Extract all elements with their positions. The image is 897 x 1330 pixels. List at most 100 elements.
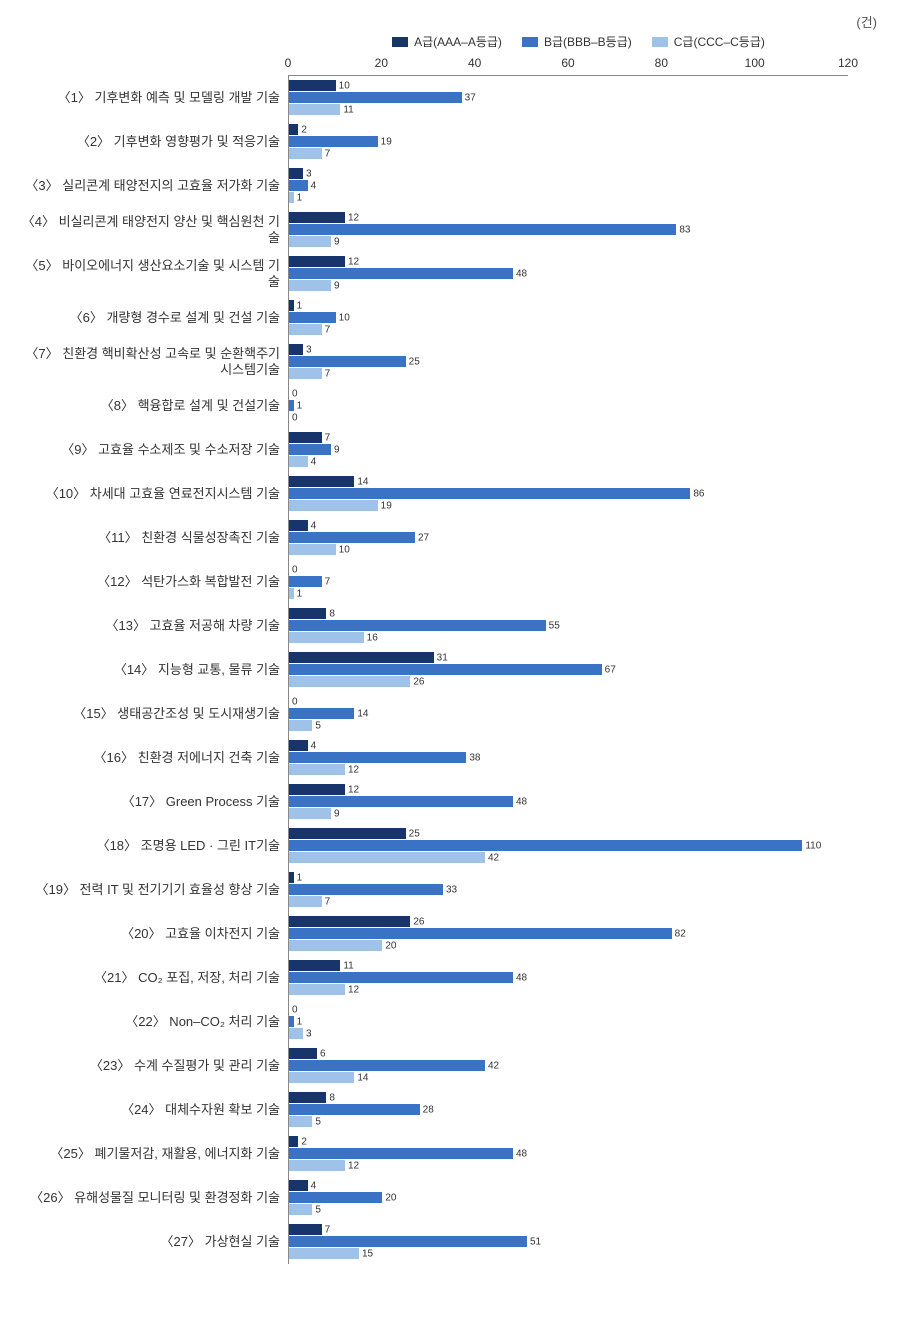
bar-group: 114812: [289, 956, 848, 1000]
bar-value: 11: [340, 104, 353, 115]
bar-line: 48: [289, 1148, 848, 1159]
legend: A급(AAA–A등급) B급(BBB–B등급) C급(CCC–C등급): [20, 33, 877, 50]
bar-value: 4: [308, 520, 317, 531]
bar-group: 12 839: [289, 208, 848, 252]
bar: [289, 500, 378, 511]
bar-line: 12: [289, 256, 848, 267]
bar-value: 67: [602, 664, 616, 675]
category-label: 〈2〉 기후변화 영향평가 및 적응기술: [20, 120, 288, 164]
bar: [289, 896, 322, 907]
bar: [289, 488, 690, 499]
bar-value: 83: [676, 224, 690, 235]
bar-line: 12: [289, 212, 848, 223]
bar-value: 7: [322, 432, 331, 443]
bar-line: 28: [289, 1104, 848, 1115]
bar-group: 2 48 12: [289, 1132, 848, 1176]
bar: [289, 1192, 382, 1203]
bar-line: 110: [289, 840, 848, 851]
bar-value: 48: [513, 796, 527, 807]
category-label: 〈10〉 차세대 고효율 연료전지시스템 기술: [20, 472, 288, 516]
bar-value: 7: [322, 368, 331, 379]
bar-line: 9: [289, 236, 848, 247]
bar: [289, 1224, 322, 1235]
bar: [289, 972, 513, 983]
bar: [289, 180, 308, 191]
bar-line: 11: [289, 960, 848, 971]
bar-value: 4: [308, 740, 317, 751]
bar: [289, 444, 331, 455]
bar: [289, 368, 322, 379]
axis-tick: 0: [285, 56, 292, 70]
bar-value: 0: [289, 412, 298, 423]
axis-tick: 80: [655, 56, 668, 70]
bar: [289, 80, 336, 91]
category-label: 〈6〉 개량형 경수로 설계 및 건설 기술: [20, 296, 288, 340]
bar-value: 8: [326, 608, 335, 619]
category-label: 〈11〉 친환경 식물성장촉진 기술: [20, 516, 288, 560]
axis-tick: 60: [561, 56, 574, 70]
bar-value: 11: [340, 960, 353, 971]
bar-value: 48: [513, 1148, 527, 1159]
bar-group: 794: [289, 428, 848, 472]
bar-line: 14: [289, 476, 848, 487]
bar-value: 10: [336, 80, 350, 91]
bar-line: 4: [289, 1180, 848, 1191]
bar: [289, 1236, 527, 1247]
bar-line: 1: [289, 192, 848, 203]
bar-line: 7: [289, 576, 848, 587]
bar: [289, 1148, 513, 1159]
bar-line: 3: [289, 344, 848, 355]
axis-tick: 40: [468, 56, 481, 70]
bar-value: 7: [322, 324, 331, 335]
category-label: 〈20〉 고효율 이차전지 기술: [20, 912, 288, 956]
bar-line: 42: [289, 852, 848, 863]
bar-value: 2: [298, 1136, 307, 1147]
bar-line: 19: [289, 136, 848, 147]
bar-value: 1: [294, 300, 303, 311]
category-label: 〈17〉 Green Process 기술: [20, 780, 288, 824]
bar-line: 1: [289, 872, 848, 883]
bar-value: 10: [336, 544, 350, 555]
bar-value: 38: [466, 752, 480, 763]
bar-line: 10: [289, 312, 848, 323]
bar-value: 12: [345, 1160, 359, 1171]
bar-line: 33: [289, 884, 848, 895]
bar-value: 7: [322, 1224, 331, 1235]
bar: [289, 520, 308, 531]
bar-line: 27: [289, 532, 848, 543]
bar-line: 1: [289, 300, 848, 311]
bar: [289, 740, 308, 751]
bar-line: 4: [289, 740, 848, 751]
category-label: 〈3〉 실리콘계 태양전지의 고효율 저가화 기술: [20, 164, 288, 208]
swatch-c: [652, 37, 668, 47]
bar: [289, 356, 406, 367]
bar-line: 0: [289, 1004, 848, 1015]
category-label: 〈7〉 친환경 핵비확산성 고속로 및 순환핵주기시스템기술: [20, 340, 288, 384]
bar: [289, 828, 406, 839]
bar-line: 14: [289, 708, 848, 719]
bar-group: 2511042: [289, 824, 848, 868]
bar-value: 51: [527, 1236, 541, 1247]
bar-value: 86: [690, 488, 704, 499]
category-label: 〈8〉 핵융합로 설계 및 건설기술: [20, 384, 288, 428]
bar: [289, 124, 298, 135]
bar-value: 12: [345, 212, 359, 223]
bar-group: 0145: [289, 692, 848, 736]
bar-group: 64214: [289, 1044, 848, 1088]
bar-line: 4: [289, 180, 848, 191]
bar-line: 2: [289, 1136, 848, 1147]
bar: [289, 608, 326, 619]
bar-line: 1: [289, 400, 848, 411]
bar-value: 14: [354, 476, 368, 487]
bar-line: 12: [289, 984, 848, 995]
bar-value: 19: [378, 136, 392, 147]
bar-group: 268220: [289, 912, 848, 956]
bar-value: 7: [322, 148, 331, 159]
chart: 〈1〉 기후변화 예측 및 모델링 개발 기술〈2〉 기후변화 영향평가 및 적…: [20, 56, 877, 1264]
category-label: 〈9〉 고효율 수소제조 및 수소저장 기술: [20, 428, 288, 472]
bar-group: 316726: [289, 648, 848, 692]
bar-line: 55: [289, 620, 848, 631]
bar-group: 341: [289, 164, 848, 208]
category-label: 〈5〉 바이오에너지 생산요소기술 및 시스템 기술: [20, 252, 288, 296]
bar-line: 3: [289, 168, 848, 179]
